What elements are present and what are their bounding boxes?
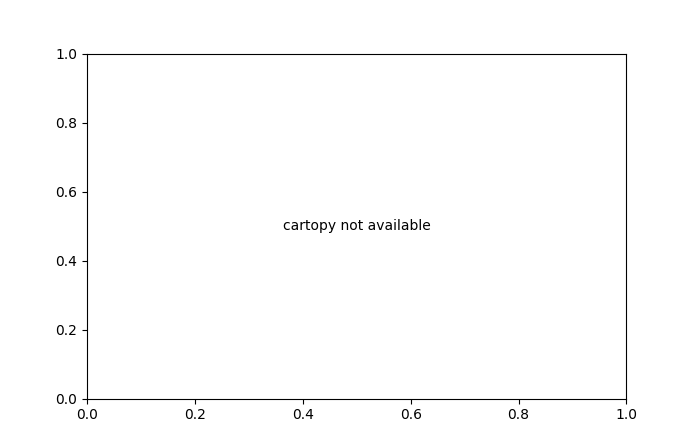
Text: cartopy not available: cartopy not available <box>283 219 431 233</box>
